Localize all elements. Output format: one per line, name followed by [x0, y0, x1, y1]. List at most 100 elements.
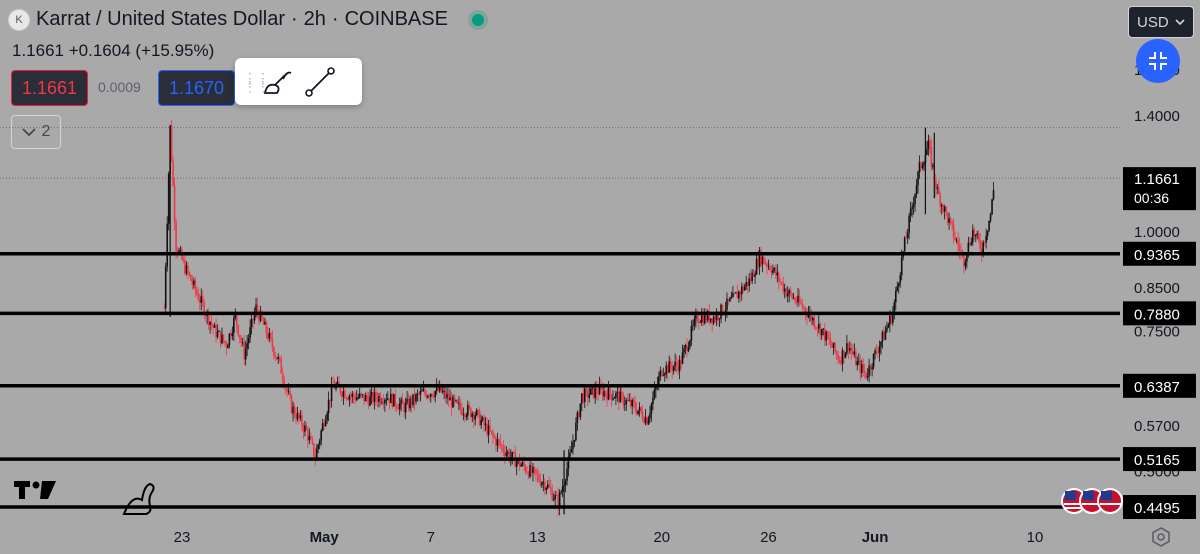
- candle-body: [327, 399, 330, 414]
- candle-body: [532, 467, 534, 473]
- candle-body: [221, 334, 223, 344]
- candle-body: [709, 318, 712, 322]
- candle-body: [708, 311, 711, 322]
- candle-body: [955, 239, 958, 241]
- candle-body: [421, 390, 423, 392]
- candle-body: [952, 224, 955, 238]
- candle-body: [853, 351, 856, 355]
- candle-body: [832, 342, 835, 348]
- candle-body: [437, 386, 439, 391]
- candle-body: [631, 399, 633, 407]
- candle-body: [404, 402, 407, 413]
- candle-body: [641, 411, 644, 420]
- candle-body: [576, 412, 579, 423]
- candle-body: [400, 399, 402, 404]
- candle-body: [715, 313, 718, 321]
- candle-body: [298, 412, 300, 419]
- candle-body: [486, 423, 488, 435]
- candle-body: [822, 328, 825, 330]
- candle-body: [847, 343, 850, 351]
- candle-body: [330, 384, 333, 402]
- candle-body: [992, 190, 995, 200]
- brush-tool-button[interactable]: [257, 62, 299, 102]
- candle-body: [604, 391, 607, 395]
- candle-body: [372, 392, 374, 402]
- exit-fullscreen-button[interactable]: [1136, 39, 1180, 83]
- candle-body: [775, 268, 777, 276]
- candle-body: [378, 395, 380, 403]
- candle-body: [932, 165, 934, 167]
- candle-body: [307, 429, 309, 441]
- candle-body: [472, 413, 475, 420]
- candle-body: [758, 250, 761, 267]
- currency-select[interactable]: USD: [1128, 6, 1194, 38]
- candle-body: [893, 302, 896, 313]
- candle-body: [480, 420, 482, 426]
- trend-line-tool-button[interactable]: [299, 62, 341, 102]
- chart-settings-button[interactable]: [1150, 526, 1172, 548]
- candle-body: [666, 365, 669, 373]
- flag-icon[interactable]: [1097, 488, 1123, 514]
- candle-body: [951, 220, 953, 225]
- candle-body: [616, 391, 619, 394]
- market-status-dot[interactable]: [471, 13, 484, 26]
- candle-body: [850, 348, 853, 352]
- candle-body: [828, 338, 830, 340]
- symbol-name[interactable]: Karrat / United States Dollar: [36, 8, 285, 30]
- candle-body: [755, 258, 758, 275]
- candle-body: [887, 324, 890, 328]
- candle-body: [960, 251, 962, 252]
- flag-icon[interactable]: [1079, 488, 1105, 514]
- candle-body: [976, 233, 979, 235]
- candle-body: [244, 348, 247, 360]
- candle-body: [268, 333, 271, 339]
- candle-body: [275, 356, 278, 360]
- candle-body: [849, 348, 851, 351]
- candle-body: [347, 398, 349, 400]
- candle-body: [381, 402, 383, 404]
- drag-grip-icon[interactable]: ⋮⋮ ⋮⋮: [243, 69, 270, 94]
- candle-body: [324, 420, 327, 427]
- drawing-toolbar[interactable]: ⋮⋮ ⋮⋮: [235, 58, 362, 105]
- candle-body: [908, 215, 910, 233]
- indicators-collapse-button[interactable]: 2: [11, 115, 61, 149]
- candle-body: [459, 403, 462, 409]
- candle-body: [807, 314, 810, 318]
- candle-body: [669, 361, 672, 368]
- candle-body: [835, 351, 838, 355]
- candle-body: [398, 403, 401, 410]
- candle-body: [498, 439, 500, 442]
- candle-body: [606, 394, 608, 400]
- candle-body: [290, 395, 293, 414]
- level-price-label-background: [1123, 373, 1196, 398]
- candle-body: [490, 430, 493, 432]
- candle-body: [786, 293, 789, 297]
- buy-button[interactable]: 1.1670: [158, 70, 235, 106]
- candle-body: [190, 275, 192, 282]
- candle-body: [937, 187, 940, 195]
- candle-body: [900, 256, 903, 276]
- symbol-header[interactable]: K Karrat / United States Dollar · 2h · C…: [8, 8, 484, 31]
- collapse-arrows-icon: [1149, 52, 1167, 70]
- candle-body: [948, 218, 950, 223]
- candle-body: [739, 291, 742, 295]
- candle-body: [197, 293, 200, 301]
- candle-body: [287, 391, 290, 393]
- candle-body: [751, 272, 753, 282]
- candle-body: [803, 307, 805, 309]
- flag-icon[interactable]: [1061, 488, 1087, 514]
- sell-button[interactable]: 1.1661: [11, 70, 88, 106]
- candle-body: [273, 347, 275, 356]
- candle-body: [188, 272, 191, 276]
- candle-body: [253, 313, 256, 321]
- candle-body: [446, 394, 448, 399]
- candle-body: [929, 140, 931, 148]
- candle-body: [678, 360, 681, 372]
- interval-label[interactable]: 2h: [303, 8, 326, 30]
- candle-body: [164, 266, 167, 309]
- candle-body: [841, 350, 844, 364]
- candle-body: [720, 304, 722, 319]
- candle-body: [465, 415, 468, 417]
- level-price-label: 0.9365: [1134, 247, 1180, 264]
